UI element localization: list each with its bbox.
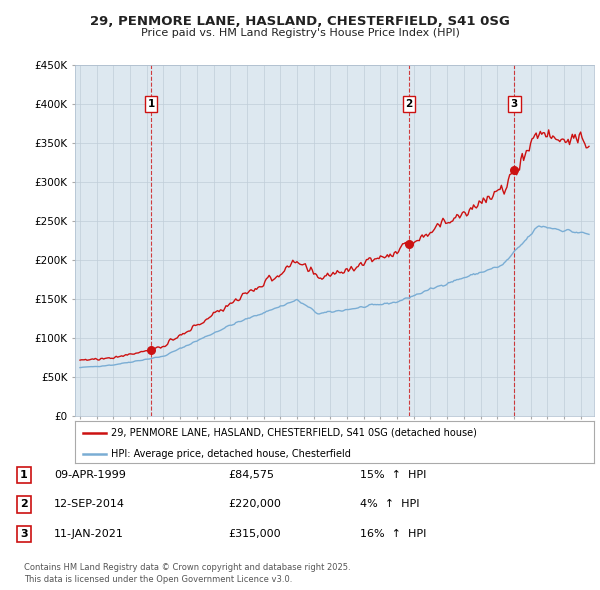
Text: £84,575: £84,575 (228, 470, 274, 480)
Text: £220,000: £220,000 (228, 500, 281, 509)
Text: HPI: Average price, detached house, Chesterfield: HPI: Average price, detached house, Ches… (112, 449, 351, 459)
Text: £315,000: £315,000 (228, 529, 281, 539)
Text: 15%  ↑  HPI: 15% ↑ HPI (360, 470, 427, 480)
Text: 11-JAN-2021: 11-JAN-2021 (54, 529, 124, 539)
Point (146, 345, 156, 355)
Text: Price paid vs. HM Land Registry's House Price Index (HPI): Price paid vs. HM Land Registry's House … (140, 28, 460, 38)
Text: 3: 3 (511, 99, 518, 109)
Text: 1: 1 (20, 470, 28, 480)
Text: 1: 1 (148, 99, 155, 109)
Text: 3: 3 (20, 529, 28, 539)
Text: This data is licensed under the Open Government Licence v3.0.: This data is licensed under the Open Gov… (24, 575, 292, 584)
Text: 29, PENMORE LANE, HASLAND, CHESTERFIELD, S41 0SG: 29, PENMORE LANE, HASLAND, CHESTERFIELD,… (90, 15, 510, 28)
Text: 12-SEP-2014: 12-SEP-2014 (54, 500, 125, 509)
Text: 16%  ↑  HPI: 16% ↑ HPI (360, 529, 427, 539)
Point (404, 240, 414, 249)
Text: 09-APR-1999: 09-APR-1999 (54, 470, 126, 480)
Text: 29, PENMORE LANE, HASLAND, CHESTERFIELD, S41 0SG (detached house): 29, PENMORE LANE, HASLAND, CHESTERFIELD,… (112, 428, 477, 438)
Text: 2: 2 (406, 99, 413, 109)
Text: 2: 2 (20, 500, 28, 509)
Text: Contains HM Land Registry data © Crown copyright and database right 2025.: Contains HM Land Registry data © Crown c… (24, 563, 350, 572)
Point (509, 166, 519, 175)
Text: 4%  ↑  HPI: 4% ↑ HPI (360, 500, 419, 509)
